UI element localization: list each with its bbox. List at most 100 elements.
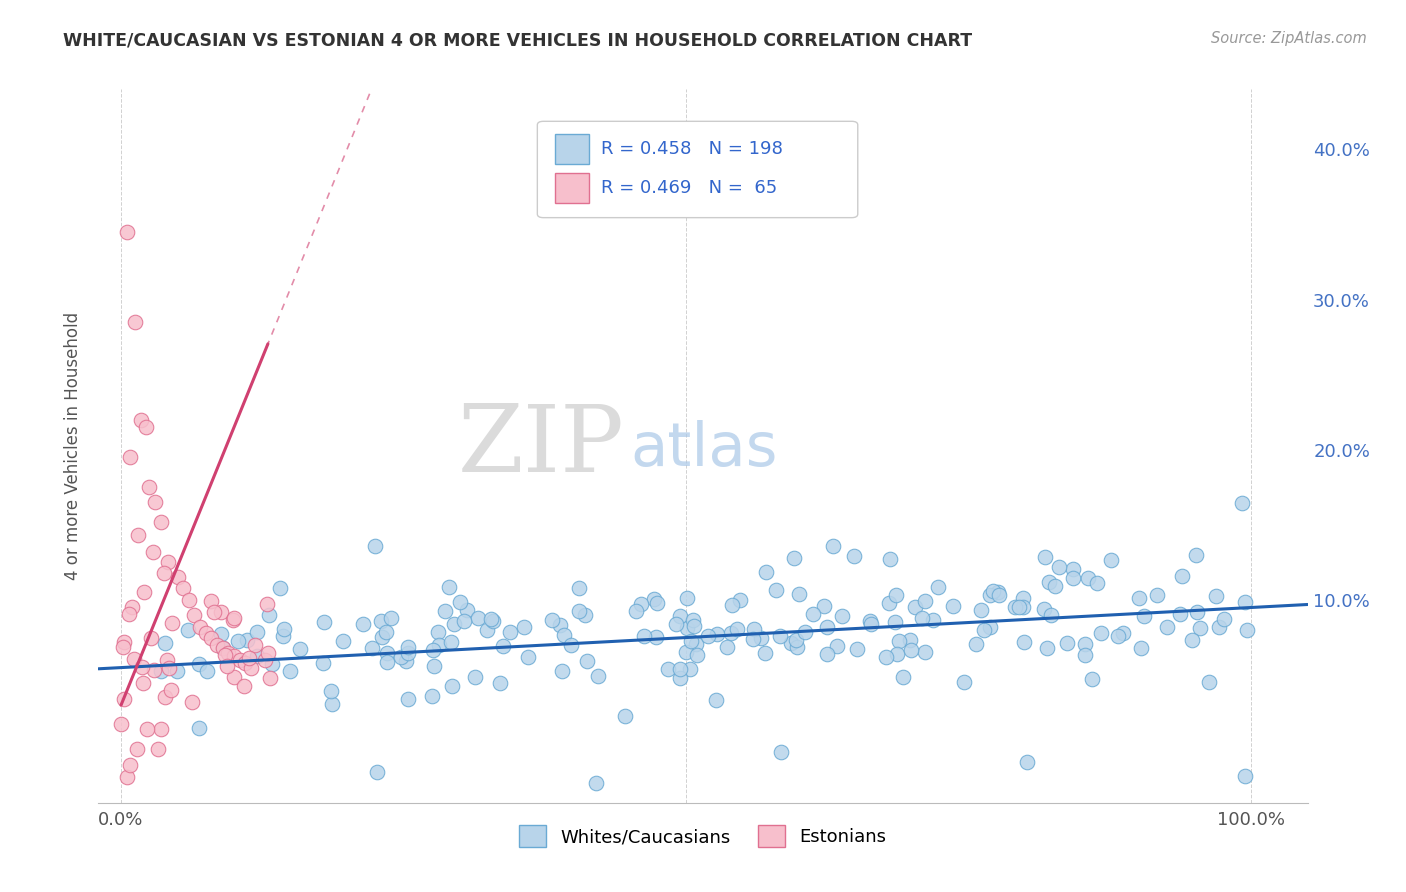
Point: [120, 758, 142, 772]
Point: [115, 225, 138, 239]
Point: [741, 632, 763, 646]
Point: [214, 648, 236, 663]
Point: [1033, 550, 1056, 565]
Point: [911, 611, 934, 625]
Point: [1128, 591, 1150, 605]
Point: [375, 647, 398, 661]
Point: [887, 634, 910, 648]
Point: [449, 595, 471, 609]
Point: [319, 684, 342, 698]
Point: [721, 599, 744, 613]
Point: [222, 670, 245, 684]
Point: [467, 611, 489, 625]
Point: [823, 539, 845, 553]
Point: [1085, 575, 1108, 590]
Point: [396, 647, 419, 661]
Point: [1077, 572, 1099, 586]
Point: [669, 609, 692, 624]
Point: [704, 693, 727, 707]
Text: R = 0.469   N =  65: R = 0.469 N = 65: [602, 179, 778, 197]
Point: [233, 656, 256, 670]
Point: [211, 641, 233, 656]
Point: [142, 545, 165, 559]
Point: [156, 653, 179, 667]
Point: [942, 599, 965, 613]
Point: [1039, 608, 1062, 623]
Point: [269, 581, 291, 595]
Point: [875, 650, 897, 665]
FancyBboxPatch shape: [555, 173, 589, 203]
Point: [125, 741, 148, 756]
Point: [586, 668, 609, 682]
Point: [222, 648, 245, 663]
Point: [187, 721, 209, 735]
Point: [568, 604, 591, 618]
Point: [813, 599, 835, 613]
Point: [240, 660, 263, 674]
Point: [630, 597, 652, 611]
Point: [1112, 626, 1135, 640]
Point: [884, 615, 907, 630]
Point: [183, 607, 205, 622]
Point: [553, 628, 575, 642]
Point: [360, 640, 382, 655]
Point: [377, 656, 399, 670]
Point: [157, 556, 180, 570]
Text: R = 0.458   N = 198: R = 0.458 N = 198: [602, 140, 783, 158]
Point: [166, 570, 188, 584]
Point: [794, 624, 817, 639]
Point: [786, 640, 808, 654]
Point: [780, 636, 803, 650]
Point: [482, 614, 505, 628]
Point: [669, 662, 692, 676]
Point: [172, 581, 194, 595]
Point: [1234, 768, 1257, 782]
Point: [110, 717, 132, 731]
Point: [657, 662, 679, 676]
Point: [1033, 602, 1056, 616]
Point: [576, 654, 599, 668]
Point: [568, 581, 591, 595]
Point: [548, 618, 571, 632]
Text: WHITE/CAUCASIAN VS ESTONIAN 4 OR MORE VEHICLES IN HOUSEHOLD CORRELATION CHART: WHITE/CAUCASIAN VS ESTONIAN 4 OR MORE VE…: [63, 31, 973, 49]
Point: [157, 661, 180, 675]
Point: [765, 583, 787, 598]
Point: [112, 635, 135, 649]
Point: [440, 635, 463, 649]
Point: [177, 593, 200, 607]
Point: [1212, 611, 1234, 625]
Point: [259, 608, 281, 623]
Point: [1062, 571, 1084, 585]
Point: [489, 676, 512, 690]
Point: [1008, 600, 1031, 615]
Point: [1181, 632, 1204, 647]
Point: [420, 690, 443, 704]
Point: [422, 642, 444, 657]
Point: [574, 608, 596, 623]
Point: [273, 629, 295, 643]
Point: [149, 515, 172, 529]
Point: [541, 613, 564, 627]
Point: [202, 605, 225, 619]
Point: [858, 614, 880, 628]
Point: [364, 539, 387, 553]
Point: [475, 623, 498, 637]
Point: [312, 615, 335, 629]
Point: [122, 652, 145, 666]
Point: [685, 637, 707, 651]
Point: [150, 664, 173, 678]
Point: [1038, 575, 1060, 590]
Point: [679, 662, 702, 676]
Point: [1081, 673, 1104, 687]
Point: [280, 665, 302, 679]
FancyBboxPatch shape: [555, 134, 589, 164]
Point: [983, 583, 1005, 598]
Legend: Whites/Caucasians, Estonians: Whites/Caucasians, Estonians: [512, 818, 894, 855]
Text: ZIP: ZIP: [458, 401, 624, 491]
Point: [1230, 496, 1253, 510]
Point: [979, 588, 1001, 602]
Point: [243, 638, 266, 652]
Point: [801, 607, 824, 621]
Point: [682, 613, 704, 627]
Point: [159, 683, 181, 698]
